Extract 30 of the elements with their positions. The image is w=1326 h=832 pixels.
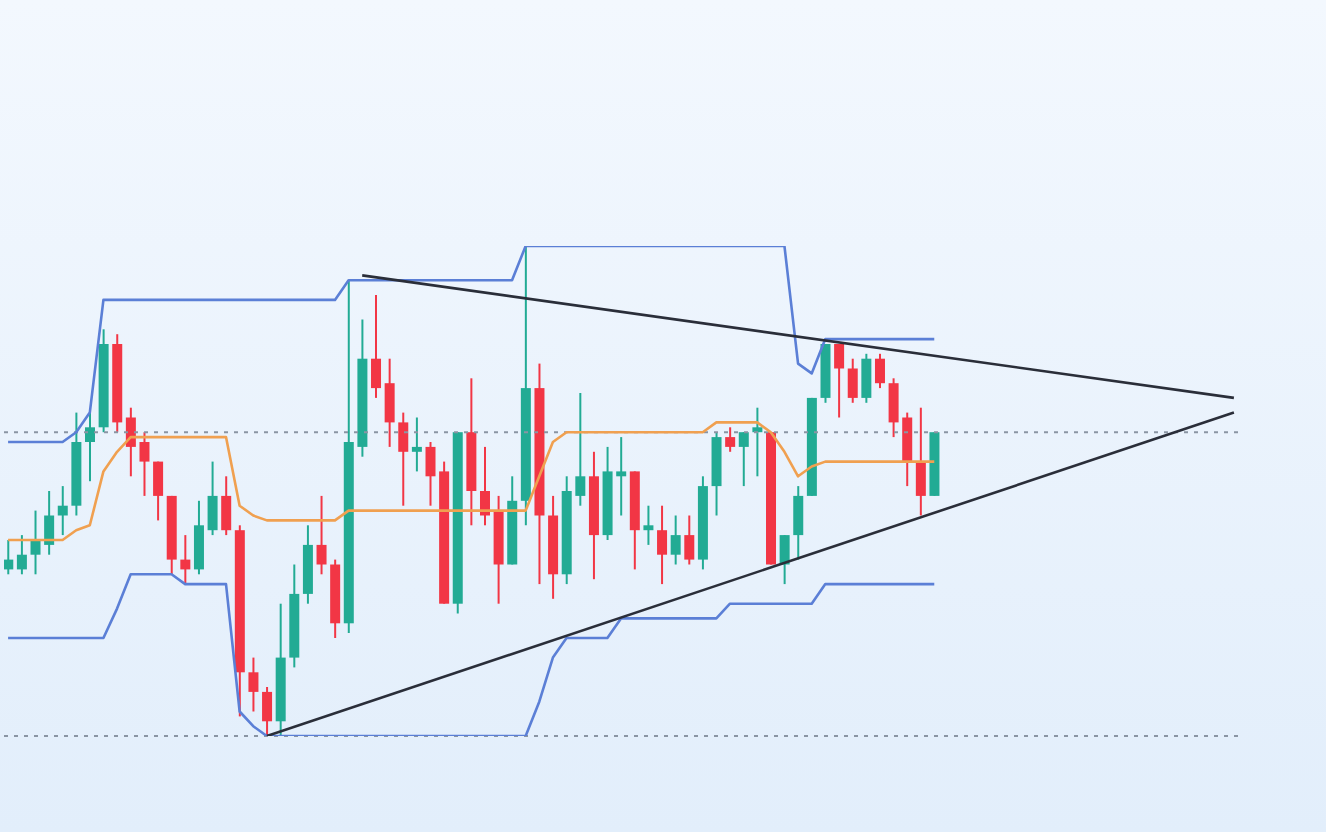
candlestick bbox=[752, 406, 763, 478]
candlestick bbox=[738, 431, 749, 488]
candlestick bbox=[657, 504, 668, 586]
candlestick bbox=[725, 426, 736, 453]
candlestick bbox=[915, 406, 926, 517]
candlestick bbox=[847, 357, 858, 404]
candlestick bbox=[262, 686, 273, 736]
candlestick bbox=[398, 411, 409, 507]
candlestick bbox=[643, 504, 654, 546]
candlestick bbox=[371, 294, 382, 399]
candlestick bbox=[248, 656, 259, 713]
candlestick bbox=[16, 534, 27, 576]
candlestick bbox=[861, 352, 872, 404]
candlestick bbox=[670, 514, 681, 566]
candlestick bbox=[57, 485, 68, 537]
candlestick bbox=[221, 475, 232, 537]
candlestick bbox=[411, 416, 422, 473]
candlestick bbox=[85, 411, 95, 483]
candlestick bbox=[779, 534, 790, 586]
candlestick bbox=[180, 534, 191, 586]
candlestick bbox=[793, 485, 804, 561]
candlestick bbox=[684, 514, 695, 566]
candlestick bbox=[874, 352, 885, 390]
candlestick bbox=[834, 343, 845, 419]
candlestick bbox=[316, 494, 327, 576]
candlestick bbox=[193, 499, 204, 576]
candlestick bbox=[207, 460, 218, 537]
candlestick bbox=[479, 445, 490, 527]
candlestick bbox=[384, 357, 395, 448]
candlestick bbox=[153, 460, 164, 522]
